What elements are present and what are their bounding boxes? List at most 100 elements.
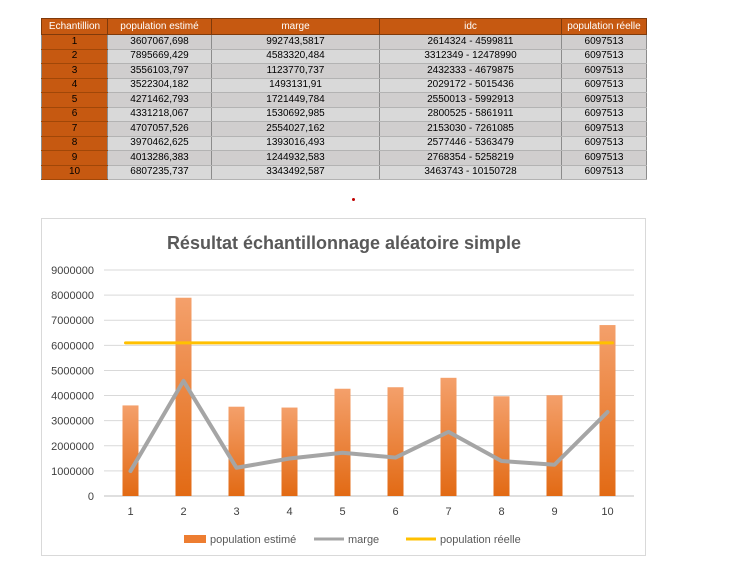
table-cell: 4331218,067 — [107, 107, 212, 122]
table-cell: 6097513 — [561, 92, 647, 108]
column-header: population estimé — [107, 18, 212, 35]
bar-population-estime — [493, 396, 510, 496]
table-cell: 4707057,526 — [107, 121, 212, 137]
bar-population-estime — [228, 406, 245, 496]
x-tick-label: 9 — [551, 506, 557, 518]
table-cell: 2614324 - 4599811 — [379, 34, 562, 50]
bar-series — [122, 297, 616, 496]
y-tick-label: 9000000 — [51, 265, 94, 277]
sample-index-cell: 2 — [41, 49, 108, 64]
line-series — [124, 341, 614, 474]
column-header: marge — [211, 18, 380, 35]
x-axis-ticks: 1 2 3 4 5 6 7 8 9 10 — [127, 506, 613, 518]
legend-label: population réelle — [440, 534, 521, 546]
table-row: 9 4013286,383 1244932,583 2768354 - 5258219… — [41, 150, 647, 166]
table-cell: 3556103,797 — [107, 63, 212, 79]
column-header: idc — [379, 18, 562, 35]
table-row: 2 7895669,429 4583320,484 3312349 - 1247899… — [41, 49, 647, 64]
table-cell: 1123770,737 — [211, 63, 380, 79]
table-cell: 3343492,587 — [211, 165, 380, 180]
sample-table: Echantillion population estimé marge idc pop… — [41, 18, 647, 180]
y-axis-ticks: 0 1000000 2000000 3000000 4000000 5000000 6000… — [51, 265, 94, 503]
chart-svg: Résultat échantillonnage aléatoire simpl… — [51, 233, 634, 546]
x-tick-label: 8 — [498, 506, 504, 518]
red-dot-marker — [352, 198, 355, 201]
table-cell: 2029172 - 5015436 — [379, 78, 562, 93]
sample-index-cell: 7 — [41, 121, 108, 137]
y-tick-label: 5000000 — [51, 365, 94, 377]
table-cell: 6097513 — [561, 136, 647, 151]
table-row: 8 3970462,625 1393016,493 2577446 - 5363479… — [41, 136, 647, 151]
table-row: 6 4331218,067 1530692,985 2800525 - 5861911… — [41, 107, 647, 122]
x-tick-label: 5 — [339, 506, 345, 518]
y-tick-label: 2000000 — [51, 441, 94, 453]
y-tick-label: 8000000 — [51, 290, 94, 302]
table-cell: 2550013 - 5992913 — [379, 92, 562, 108]
table-row: 4 3522304,182 1493131,91 2029172 - 5015436 6… — [41, 78, 647, 93]
y-tick-label: 3000000 — [51, 416, 94, 428]
bar-population-estime — [122, 405, 139, 496]
x-tick-label: 3 — [233, 506, 239, 518]
table-row: 7 4707057,526 2554027,162 2153030 - 7261085… — [41, 121, 647, 137]
table-cell: 4013286,383 — [107, 150, 212, 166]
legend-swatch-bar — [184, 535, 206, 543]
table-cell: 3312349 - 12478990 — [379, 49, 562, 64]
bar-population-estime — [334, 388, 351, 496]
x-tick-label: 4 — [286, 506, 292, 518]
table-header-row: Echantillion population estimé marge idc pop… — [41, 18, 647, 35]
table-row: 5 4271462,793 1721449,784 2550013 - 5992913… — [41, 92, 647, 108]
table-cell: 1393016,493 — [211, 136, 380, 151]
y-tick-label: 4000000 — [51, 391, 94, 403]
sample-index-cell: 4 — [41, 78, 108, 93]
legend-label: marge — [348, 534, 379, 546]
table-cell: 6097513 — [561, 121, 647, 137]
table-cell: 6097513 — [561, 150, 647, 166]
sample-index-cell: 10 — [41, 165, 108, 180]
column-header: Echantillion — [41, 18, 108, 35]
sample-index-cell: 5 — [41, 92, 108, 108]
x-tick-label: 7 — [445, 506, 451, 518]
table-row: 3 3556103,797 1123770,737 2432333 - 4679875… — [41, 63, 647, 79]
table-cell: 1244932,583 — [211, 150, 380, 166]
table-cell: 2768354 - 5258219 — [379, 150, 562, 166]
sample-index-cell: 8 — [41, 136, 108, 151]
bar-population-estime — [175, 297, 192, 496]
legend: population estimé marge population réelle — [184, 534, 521, 546]
bar-population-estime — [546, 395, 563, 496]
chart-container[interactable]: Résultat échantillonnage aléatoire simpl… — [41, 218, 646, 556]
sample-index-cell: 1 — [41, 34, 108, 50]
table-cell: 6097513 — [561, 49, 647, 64]
sample-index-cell: 9 — [41, 150, 108, 166]
table-cell: 2577446 - 5363479 — [379, 136, 562, 151]
table-cell: 1721449,784 — [211, 92, 380, 108]
table-row: 1 3607067,698 992743,5817 2614324 - 4599811… — [41, 34, 647, 50]
legend-label: population estimé — [210, 534, 296, 546]
table-cell: 3522304,182 — [107, 78, 212, 93]
table-cell: 3970462,625 — [107, 136, 212, 151]
bar-population-estime — [387, 387, 404, 496]
x-tick-label: 6 — [392, 506, 398, 518]
line-marge — [128, 378, 610, 474]
table-cell: 6097513 — [561, 107, 647, 122]
table-cell: 992743,5817 — [211, 34, 380, 50]
table-cell: 3463743 - 10150728 — [379, 165, 562, 180]
x-tick-label: 10 — [601, 506, 613, 518]
bar-population-estime — [281, 407, 298, 496]
table-cell: 4271462,793 — [107, 92, 212, 108]
sample-index-cell: 6 — [41, 107, 108, 122]
table-cell: 6807235,737 — [107, 165, 212, 180]
x-tick-label: 1 — [127, 506, 133, 518]
table-cell: 4583320,484 — [211, 49, 380, 64]
gridlines — [104, 269, 634, 497]
table-cell: 2800525 - 5861911 — [379, 107, 562, 122]
y-tick-label: 6000000 — [51, 340, 94, 352]
y-tick-label: 7000000 — [51, 315, 94, 327]
table-cell: 1530692,985 — [211, 107, 380, 122]
table-cell: 2554027,162 — [211, 121, 380, 137]
table-cell: 6097513 — [561, 165, 647, 180]
table-cell: 2153030 - 7261085 — [379, 121, 562, 137]
table-cell: 7895669,429 — [107, 49, 212, 64]
y-tick-label: 1000000 — [51, 466, 94, 478]
x-tick-label: 2 — [180, 506, 186, 518]
table-cell: 6097513 — [561, 63, 647, 79]
